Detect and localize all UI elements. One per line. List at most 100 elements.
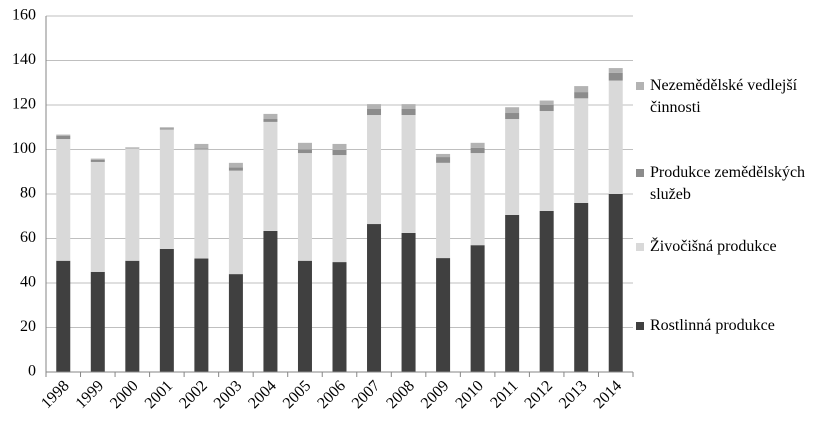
bar-segment	[332, 262, 347, 372]
bar-segment	[574, 202, 589, 372]
bar-segment	[90, 158, 105, 160]
bar-segment	[539, 210, 554, 372]
bar-segment	[228, 167, 243, 171]
bar-segment	[574, 98, 589, 203]
y-tick-label: 120	[12, 96, 36, 113]
bar-segment	[297, 153, 312, 261]
legend-label: Nezemědělské vedlejší činnosti	[650, 77, 798, 116]
bar-segment	[436, 153, 451, 158]
x-tick-label: 2006	[314, 377, 349, 412]
bar-segment	[228, 274, 243, 372]
bar-segment	[125, 147, 140, 149]
bar-segment	[401, 232, 416, 372]
legend-label: Produkce zemědělských služeb	[650, 164, 806, 203]
bar-segment	[574, 92, 589, 99]
x-tick-label: 2008	[383, 377, 418, 412]
bar-segment	[159, 128, 174, 130]
bar-segment	[228, 170, 243, 275]
bar-segment	[401, 115, 416, 233]
bar-segment	[367, 104, 382, 110]
bar-segment	[125, 148, 140, 261]
legend-item: Produkce zemědělských služeb	[636, 162, 811, 206]
bar-segment	[297, 149, 312, 154]
bar-segment	[608, 80, 623, 194]
x-tick-label: 1999	[73, 377, 108, 412]
bar-segment	[505, 107, 520, 114]
bar-segment	[159, 129, 174, 249]
bar-segment	[263, 113, 278, 120]
bar-segment	[608, 72, 623, 81]
bar-segment	[539, 100, 554, 105]
y-tick-label: 160	[12, 7, 36, 24]
bar-segment	[263, 230, 278, 372]
x-tick-label: 2007	[349, 377, 384, 412]
bar-segment	[505, 214, 520, 372]
bar-segment	[194, 149, 209, 259]
bar-segment	[505, 113, 520, 120]
bar-segment	[470, 142, 485, 148]
y-tick-label: 40	[20, 274, 36, 291]
legend-label: Rostlinná produkce	[650, 317, 775, 334]
bar-segment	[608, 194, 623, 372]
bar-segment	[574, 86, 589, 93]
legend-swatch	[636, 82, 644, 90]
bar-segment	[90, 159, 105, 162]
x-tick-label: 2009	[418, 377, 453, 412]
bar-segment	[470, 147, 485, 154]
bar-segment	[56, 260, 71, 372]
bar-segment	[56, 135, 71, 140]
bar-segment	[56, 139, 71, 261]
bar-segment	[228, 162, 243, 168]
x-tick-label: 2010	[452, 377, 487, 412]
bar-segment	[159, 248, 174, 372]
bar-segment	[401, 109, 416, 116]
bar-segment	[90, 161, 105, 272]
bar-segment	[505, 119, 520, 215]
bar-segment	[436, 162, 451, 259]
bar-segment	[263, 121, 278, 231]
bar-segment	[194, 143, 209, 149]
bar-segment	[367, 115, 382, 225]
bar-segment	[263, 119, 278, 122]
x-tick-label: 2002	[176, 377, 211, 412]
bar-segment	[367, 224, 382, 372]
bar-segment	[539, 105, 554, 112]
legend-swatch	[636, 243, 644, 251]
bar-segment	[332, 149, 347, 156]
bar-segment	[332, 143, 347, 150]
y-tick-label: 100	[12, 140, 36, 157]
bar-segment	[332, 155, 347, 263]
bar-segment	[159, 127, 174, 129]
x-tick-label: 2014	[591, 377, 626, 412]
legend-swatch	[636, 169, 644, 177]
legend-item: Rostlinná produkce	[636, 315, 811, 337]
y-tick-label: 80	[20, 185, 36, 202]
y-tick-label: 60	[20, 229, 36, 246]
x-tick-label: 2011	[487, 377, 521, 411]
x-tick-label: 2003	[211, 377, 246, 412]
x-tick-label: 2000	[107, 377, 142, 412]
legend-label: Živočišná produkce	[650, 238, 777, 255]
y-tick-label: 20	[20, 318, 36, 335]
bar-segment	[194, 148, 209, 150]
legend-item: Živočišná produkce	[636, 236, 811, 258]
bar-segment	[470, 245, 485, 372]
bar-segment	[56, 134, 71, 136]
x-tick-label: 2005	[280, 377, 315, 412]
y-tick-label: 140	[12, 51, 36, 68]
bar-segment	[297, 260, 312, 372]
bar-segment	[90, 271, 105, 372]
x-tick-label: 2012	[521, 377, 556, 412]
x-tick-label: 2004	[245, 377, 280, 412]
bar-segment	[608, 68, 623, 73]
x-tick-label: 2001	[142, 377, 177, 412]
bar-segment	[367, 109, 382, 116]
bar-segment	[401, 104, 416, 110]
bar-segment	[436, 258, 451, 372]
bar-segment	[297, 142, 312, 150]
legend-item: Nezemědělské vedlejší činnosti	[636, 75, 811, 119]
x-tick-label: 2013	[556, 377, 591, 412]
bar-segment	[539, 111, 554, 211]
